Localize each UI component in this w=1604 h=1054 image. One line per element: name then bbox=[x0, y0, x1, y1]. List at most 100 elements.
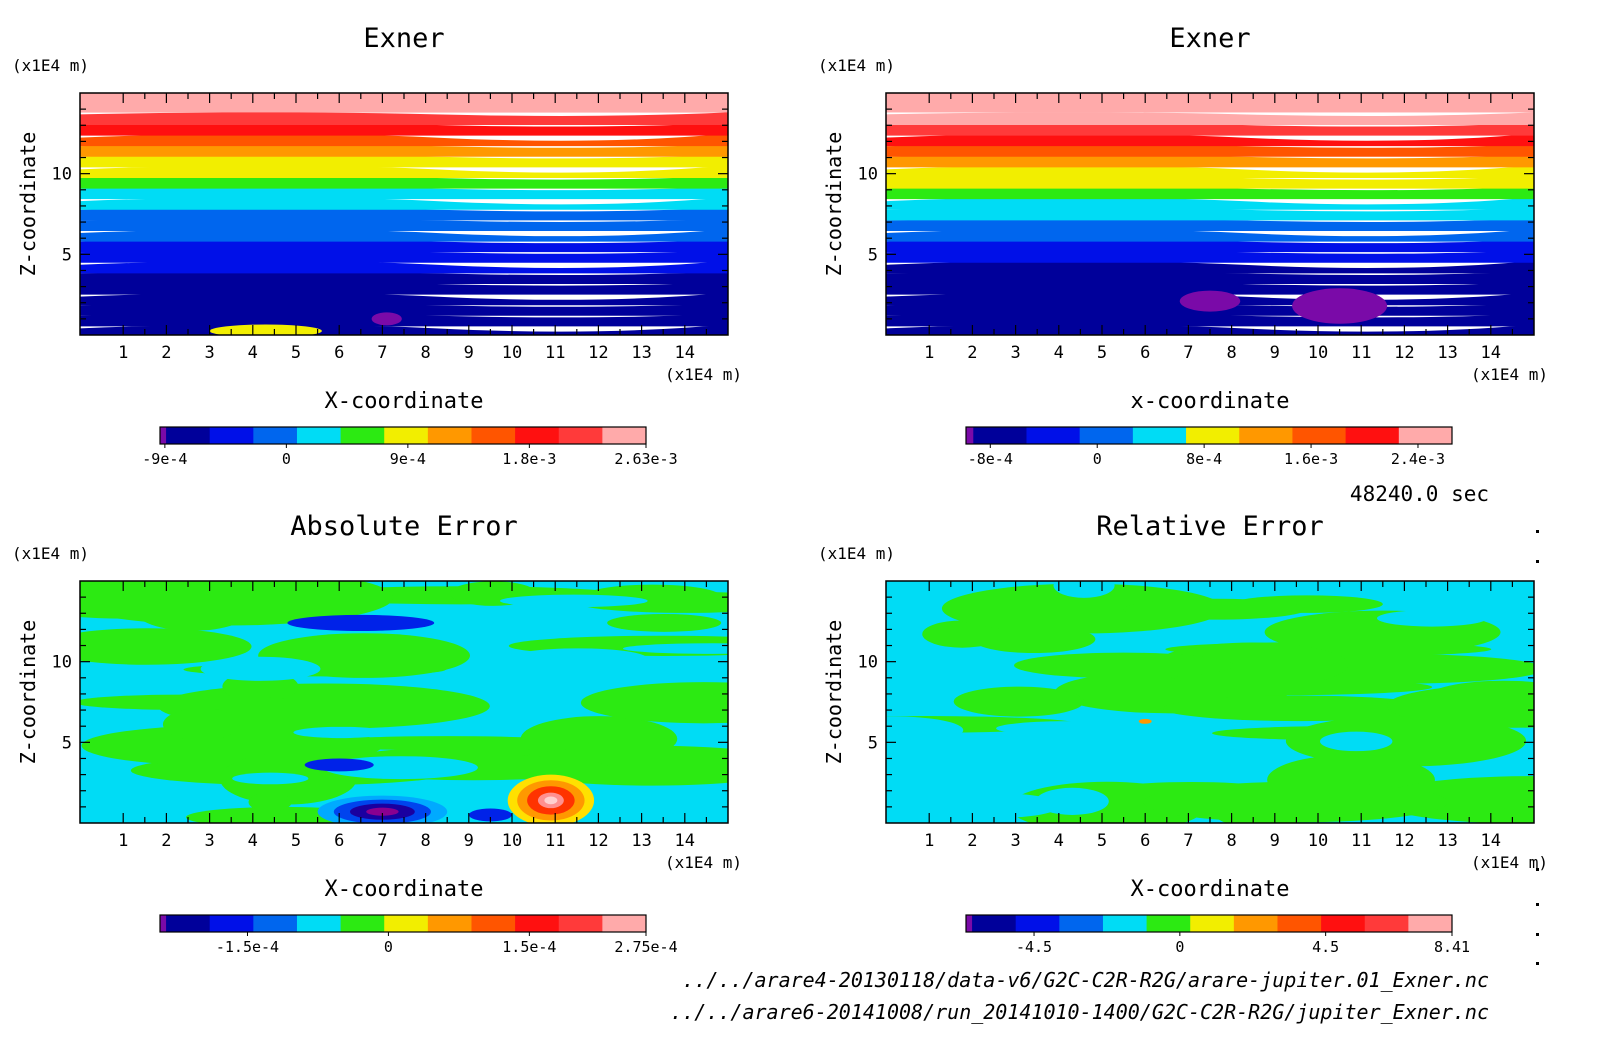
x-tick-label: 11 bbox=[1351, 343, 1371, 363]
colorbar-segment bbox=[515, 427, 560, 444]
colorbar-segment bbox=[1132, 427, 1187, 444]
colorbar-segment bbox=[166, 915, 211, 932]
x-tick-label: 7 bbox=[1183, 343, 1193, 363]
x-tick-label: 10 bbox=[502, 343, 522, 363]
colorbar-segment bbox=[253, 427, 298, 444]
contour-blob bbox=[162, 708, 240, 741]
contour-band bbox=[886, 281, 1534, 295]
x-unit-label: (x1E4 m) bbox=[665, 853, 742, 872]
contour-band-top bbox=[886, 93, 1534, 113]
contour-band bbox=[886, 144, 1534, 157]
chart-title: Exner bbox=[363, 23, 444, 54]
contour-blob bbox=[80, 581, 394, 626]
colorbar-segment bbox=[384, 915, 429, 932]
dot-marker bbox=[1536, 868, 1539, 871]
y-tick-label: 5 bbox=[62, 245, 72, 265]
contour-band bbox=[80, 292, 728, 306]
colorbar-segment bbox=[1398, 427, 1453, 444]
x-tick-label: 7 bbox=[377, 343, 387, 363]
x-tick-label: 8 bbox=[420, 831, 430, 851]
colorbar-segment bbox=[160, 427, 167, 444]
contour-band bbox=[80, 197, 728, 210]
contour-blob bbox=[80, 694, 294, 710]
x-tick-label: 10 bbox=[1308, 343, 1328, 363]
contour-band bbox=[886, 207, 1534, 221]
plot-area bbox=[886, 581, 1534, 823]
x-tick-label: 5 bbox=[291, 343, 301, 363]
contour-blob bbox=[886, 716, 964, 745]
contour-band-top bbox=[80, 93, 728, 113]
x-unit-label: (x1E4 m) bbox=[665, 365, 742, 384]
colorbar-segment bbox=[296, 915, 342, 932]
dot-marker bbox=[1536, 560, 1539, 563]
colorbar-segment bbox=[1233, 915, 1278, 932]
contour-blob bbox=[232, 772, 309, 785]
contour-band bbox=[886, 250, 1534, 263]
contour-blob bbox=[922, 620, 1003, 648]
x-tick-label: 4 bbox=[1054, 831, 1064, 851]
y-axis-label: Z-coordinate bbox=[16, 132, 40, 277]
colorbar-tick-label: 2.75e-4 bbox=[614, 938, 677, 956]
x-tick-label: 5 bbox=[291, 831, 301, 851]
colorbar-segment bbox=[558, 915, 603, 932]
colorbar-segment bbox=[966, 427, 974, 444]
colorbar-segment bbox=[1239, 427, 1293, 444]
x-tick-label: 13 bbox=[1437, 343, 1457, 363]
colorbar-segment bbox=[209, 915, 254, 932]
colorbar-segment bbox=[1015, 915, 1060, 932]
contour-band bbox=[80, 228, 728, 242]
contour-band bbox=[80, 165, 728, 178]
dot-marker bbox=[1536, 530, 1539, 533]
y-axis-label: Z-coordinate bbox=[822, 132, 846, 277]
colorbar-segment bbox=[471, 915, 516, 932]
colorbar-tick-label: 0 bbox=[384, 938, 393, 956]
colorbar-tick-label: -4.5 bbox=[1016, 938, 1052, 956]
contour-anomaly bbox=[366, 807, 399, 816]
contour-band bbox=[886, 239, 1534, 253]
source-file-2: ../../arare6-20141008/run_20141010-1400/… bbox=[670, 1000, 1489, 1024]
contour-anomaly bbox=[468, 808, 512, 822]
contour-band bbox=[886, 260, 1534, 274]
x-tick-label: 1 bbox=[924, 831, 934, 851]
colorbar-tick-label: 0 bbox=[1175, 938, 1184, 956]
colorbar-segment bbox=[427, 427, 472, 444]
colorbar-segment bbox=[1292, 427, 1347, 444]
contour-band bbox=[886, 122, 1534, 136]
x-tick-label: 12 bbox=[1394, 343, 1414, 363]
contour-band bbox=[80, 281, 728, 295]
x-unit-label: (x1E4 m) bbox=[1471, 365, 1548, 384]
contour-anomaly bbox=[544, 796, 558, 805]
y-tick-label: 5 bbox=[868, 733, 878, 753]
x-tick-label: 12 bbox=[588, 343, 608, 363]
x-tick-label: 6 bbox=[1140, 831, 1150, 851]
colorbar-tick-label: 1.8e-3 bbox=[502, 450, 556, 468]
colorbar-segment bbox=[515, 915, 560, 932]
x-tick-label: 3 bbox=[1010, 343, 1020, 363]
time-readout: 48240.0 sec bbox=[1349, 482, 1489, 506]
x-tick-label: 9 bbox=[464, 343, 474, 363]
contour-blob bbox=[941, 583, 1224, 634]
colorbar-segment bbox=[253, 915, 298, 932]
x-unit-label: (x1E4 m) bbox=[1471, 853, 1548, 872]
x-tick-label: 2 bbox=[161, 343, 171, 363]
contour-band bbox=[80, 175, 728, 189]
x-tick-label: 4 bbox=[248, 343, 258, 363]
y-axis-label: Z-coordinate bbox=[822, 620, 846, 765]
x-tick-label: 7 bbox=[377, 831, 387, 851]
x-axis-label: X-coordinate bbox=[325, 389, 484, 414]
x-tick-label: 7 bbox=[1183, 831, 1193, 851]
contour-anomaly bbox=[1292, 288, 1388, 324]
x-tick-label: 1 bbox=[924, 343, 934, 363]
contour-band bbox=[80, 133, 728, 147]
colorbar-tick-label: 0 bbox=[282, 450, 291, 468]
contour-blob bbox=[200, 656, 321, 681]
contour-band bbox=[80, 260, 728, 274]
x-tick-label: 6 bbox=[334, 831, 344, 851]
colorbar-segment bbox=[1190, 915, 1235, 932]
x-tick-label: 14 bbox=[1481, 831, 1501, 851]
x-tick-label: 5 bbox=[1097, 343, 1107, 363]
colorbar-segment bbox=[160, 915, 167, 932]
colorbar-tick-label: -8e-4 bbox=[968, 450, 1013, 468]
contour-band bbox=[886, 175, 1534, 189]
colorbar-segment bbox=[1277, 915, 1322, 932]
